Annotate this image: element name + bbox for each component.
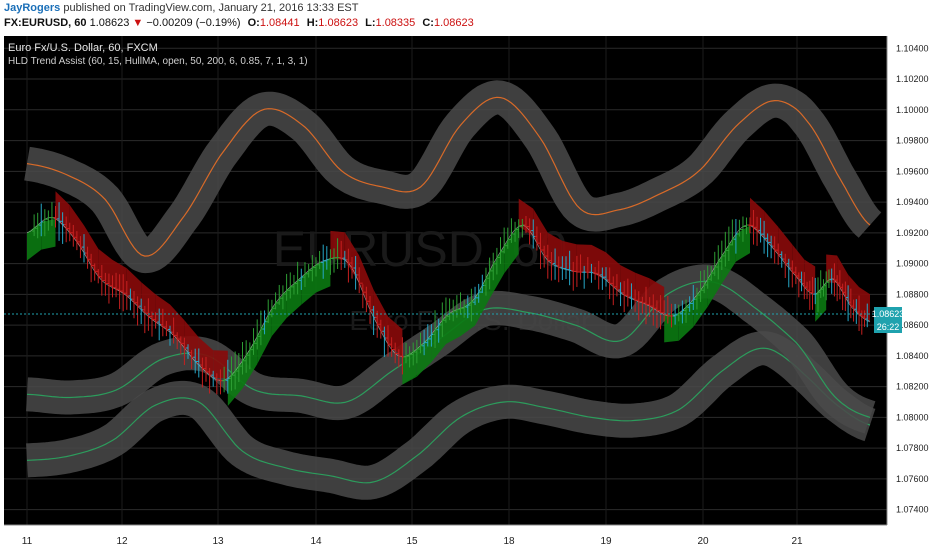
countdown-tag xyxy=(874,321,902,333)
x-tick-label: 13 xyxy=(212,536,224,547)
x-tick-label: 14 xyxy=(310,536,322,547)
quote-line: FX:EURUSD, 60 1.08623 ▼ −0.00209 (−0.19%… xyxy=(4,17,474,29)
y-tick-label: 1.09600 xyxy=(896,166,929,176)
y-tick-label: 1.08800 xyxy=(896,289,929,299)
low-label: L: xyxy=(365,17,376,29)
x-tick-label: 15 xyxy=(406,536,418,547)
y-tick-label: 1.09200 xyxy=(896,228,929,238)
candle-layer xyxy=(32,202,870,395)
y-tick-label: 1.10200 xyxy=(896,74,929,84)
chart-title: Euro Fx/U.S. Dollar, 60, FXCM xyxy=(8,42,158,54)
down-arrow-icon: ▼ xyxy=(132,17,144,29)
price-chart[interactable]: EURUSD, 60 Euro Fx/U.S. Dollar 1.104001.… xyxy=(0,34,932,550)
y-tick-label: 1.08000 xyxy=(896,412,929,422)
publisher-link[interactable]: JayRogers xyxy=(4,2,61,14)
publish-header: JayRogers published on TradingView.com, … xyxy=(0,0,932,34)
y-tick-label: 1.08400 xyxy=(896,351,929,361)
publish-line: JayRogers published on TradingView.com, … xyxy=(4,2,359,14)
high-value: 1.08623 xyxy=(318,17,359,29)
x-tick-label: 20 xyxy=(697,536,709,547)
y-tick-label: 1.09400 xyxy=(896,197,929,207)
low-value: 1.08335 xyxy=(375,17,416,29)
published-text: published on TradingView.com, January 21… xyxy=(63,2,359,14)
y-tick-label: 1.09000 xyxy=(896,259,929,269)
change-value: −0.00209 (−0.19%) xyxy=(146,17,241,29)
countdown-tag-text: 26:22 xyxy=(877,322,900,332)
last-price: 1.08623 xyxy=(89,17,130,29)
symbol-label: FX:EURUSD, 60 xyxy=(4,17,87,29)
last-price-tag xyxy=(874,307,902,321)
y-tick-label: 1.09800 xyxy=(896,136,929,146)
x-tick-label: 11 xyxy=(22,536,33,547)
y-tick-label: 1.10000 xyxy=(896,105,929,115)
high-label: H: xyxy=(306,17,319,29)
y-tick-label: 1.08200 xyxy=(896,382,929,392)
y-tick-label: 1.10400 xyxy=(896,43,929,53)
y-tick-label: 1.07800 xyxy=(896,443,929,453)
lower-channel xyxy=(26,347,871,484)
close-value: 1.08623 xyxy=(433,17,474,29)
chart-area[interactable]: EURUSD, 60 Euro Fx/U.S. Dollar 1.104001.… xyxy=(0,34,932,550)
x-tick-label: 19 xyxy=(600,536,612,547)
open-label: O: xyxy=(247,17,260,29)
x-tick-label: 21 xyxy=(791,536,803,547)
y-tick-label: 1.08600 xyxy=(896,320,929,330)
upper-band xyxy=(26,96,871,257)
open-value: 1.08441 xyxy=(259,17,300,29)
y-tick-label: 1.07600 xyxy=(896,474,929,484)
y-tick-label: 1.07400 xyxy=(896,505,929,515)
close-label: C: xyxy=(422,17,434,29)
last-price-tag-text: 1.08623 xyxy=(872,309,905,319)
indicator-label[interactable]: HLD Trend Assist (60, 15, HullMA, open, … xyxy=(8,56,308,67)
x-tick-label: 18 xyxy=(503,536,515,547)
x-tick-label: 12 xyxy=(116,536,128,547)
axis-layer: 1.10400 1.10200 1.10000 1.09800 1.09600 1.094… xyxy=(4,36,929,547)
